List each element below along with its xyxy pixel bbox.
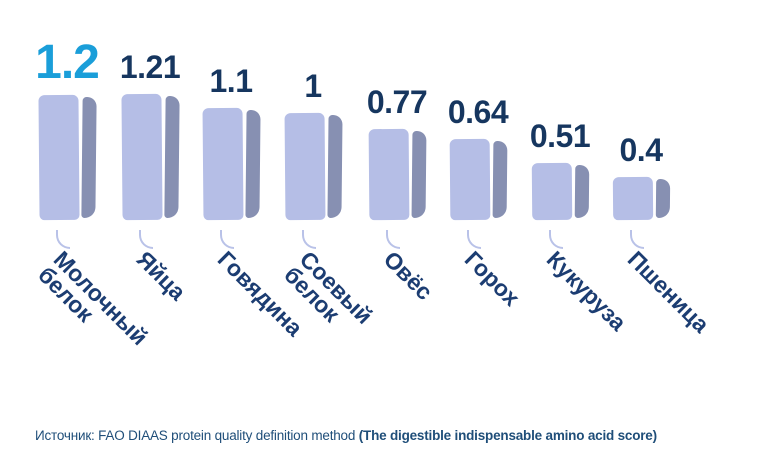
source-emphasis: (The digestible indispensable amino acid… [358, 428, 657, 443]
source-note: Источник: FAO DIAAS protein quality defi… [35, 428, 657, 443]
category-label: Кукуруза [541, 245, 632, 336]
bar-value-label: 1.21 [119, 49, 181, 85]
bar-3d-side [327, 114, 343, 219]
category-label: Овёс [378, 245, 438, 306]
bar-face [121, 93, 163, 221]
bar-face [202, 107, 244, 221]
bar-3d-side [411, 130, 427, 219]
bar-value-label: 0.51 [529, 118, 591, 154]
bar-face [449, 138, 491, 221]
bar-face [284, 112, 326, 221]
bar-value-label: 0.64 [447, 94, 509, 130]
bar-value-label: 0.4 [619, 132, 663, 168]
bar-value-label: 0.77 [366, 84, 428, 120]
bar-value-label: 1 [304, 68, 322, 104]
category-label: Яйца [131, 245, 192, 306]
bar-3d-side [655, 178, 671, 219]
bar-face [612, 176, 654, 221]
category-label: Пшеница [622, 245, 715, 338]
bar-face [368, 128, 410, 221]
bar-3d-side [574, 164, 590, 219]
bar-3d-side [81, 96, 97, 219]
category-label: Горох [459, 245, 525, 312]
category-label: Говядина [212, 245, 308, 342]
source-text: Источник: FAO DIAAS protein quality defi… [35, 428, 359, 443]
bar-value-label: 1.1 [209, 63, 253, 99]
bar-3d-side [164, 95, 180, 219]
bar-value-label: 1.2 [35, 36, 100, 89]
bar-face [531, 162, 573, 221]
bar-face [38, 94, 80, 221]
bar-3d-side [492, 140, 508, 219]
bar-3d-side [245, 109, 261, 219]
